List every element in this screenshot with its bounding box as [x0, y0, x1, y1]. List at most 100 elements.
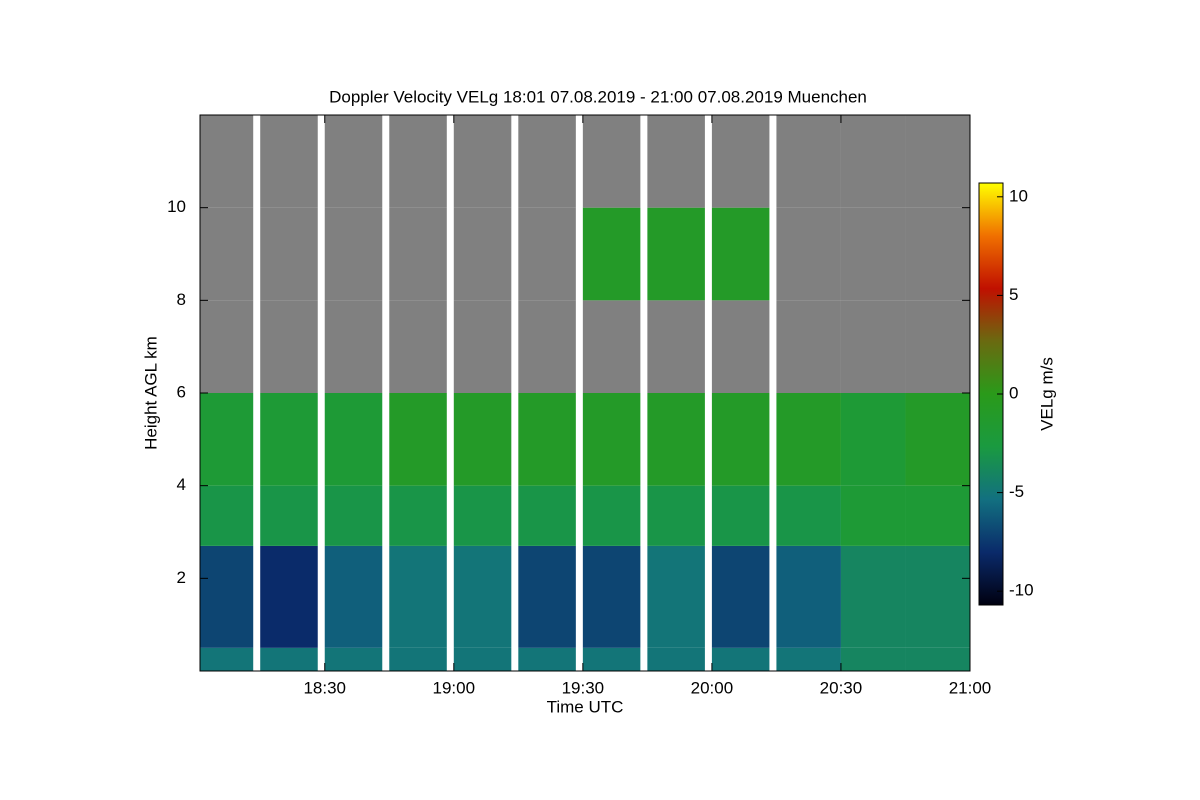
colorbar-tick-label: -10 [1009, 581, 1034, 600]
heatmap-cell [389, 115, 447, 208]
heatmap-cell [776, 115, 841, 208]
heatmap-cell [518, 647, 576, 671]
heatmap-cell [518, 115, 576, 208]
heatmap-cell [324, 647, 383, 671]
heatmap-cell [260, 393, 318, 486]
heatmap-cell [776, 647, 841, 671]
heatmap-cell [453, 485, 512, 546]
x-tick-label: 18:30 [303, 678, 346, 697]
heatmap-cell [840, 485, 906, 546]
heatmap-cell [647, 545, 705, 648]
y-axis-label: Height AGL km [141, 336, 160, 450]
heatmap-cell [389, 300, 447, 393]
heatmap-cell [776, 300, 841, 393]
y-tick-label: 4 [177, 475, 186, 494]
heatmap-cell [582, 300, 641, 393]
heatmap-cell [582, 207, 641, 301]
heatmap-cell [711, 485, 770, 546]
heatmap-cell [776, 545, 841, 648]
y-tick-label: 10 [167, 197, 186, 216]
heatmap-cell [840, 647, 906, 671]
heatmap-cell [453, 545, 512, 648]
heatmap-cell [905, 115, 970, 208]
colorbar-label: VELg m/s [1037, 357, 1056, 431]
heatmap-cell [711, 393, 770, 486]
heatmap-cell [711, 647, 770, 671]
heatmap-cell [518, 485, 576, 546]
heatmap-cell [840, 300, 906, 393]
heatmap-cell [389, 647, 447, 671]
heatmap-cell [389, 207, 447, 301]
colorbar-tick-label: 0 [1009, 383, 1018, 402]
heatmap-cell [776, 485, 841, 546]
heatmap-cell [453, 393, 512, 486]
heatmap-cell [647, 300, 705, 393]
x-tick-label: 19:00 [433, 678, 476, 697]
heatmap-cell [453, 115, 512, 208]
heatmap-cell [518, 207, 576, 301]
heatmap-cell [389, 393, 447, 486]
heatmap-cell [582, 545, 641, 648]
heatmap-cell [905, 647, 970, 671]
heatmap-cell [905, 300, 970, 393]
x-tick-label: 19:30 [562, 678, 605, 697]
heatmap-cell [582, 393, 641, 486]
heatmap-cell [840, 393, 906, 486]
heatmap-cell [200, 207, 254, 301]
heatmap-cell [840, 545, 906, 648]
heatmap-cell [518, 300, 576, 393]
heatmap-cell [200, 485, 254, 546]
y-tick-label: 6 [177, 382, 186, 401]
colorbar-tick-label: -5 [1009, 482, 1024, 501]
y-tick-label: 8 [177, 290, 186, 309]
heatmap-cell [647, 647, 705, 671]
heatmap-cell [324, 485, 383, 546]
heatmap-cell [776, 393, 841, 486]
heatmap-cell [200, 393, 254, 486]
heatmap-cell [260, 545, 318, 648]
heatmap-cell [905, 207, 970, 301]
heatmap-cell [905, 393, 970, 486]
heatmap-cell [647, 207, 705, 301]
heatmap-cell [324, 300, 383, 393]
heatmap-cell [582, 115, 641, 208]
heatmap-cell [324, 207, 383, 301]
heatmap-cell [200, 545, 254, 648]
heatmap-cell [776, 207, 841, 301]
heatmap-cell [647, 393, 705, 486]
heatmap-cell [711, 115, 770, 208]
colorbar-tick-label: 5 [1009, 285, 1018, 304]
heatmap-cell [582, 485, 641, 546]
heatmap-cell [647, 115, 705, 208]
x-tick-label: 20:30 [820, 678, 863, 697]
heatmap-cell [260, 485, 318, 546]
x-axis-label: Time UTC [547, 697, 624, 716]
heatmap-cell [518, 545, 576, 648]
heatmap-cell [324, 115, 383, 208]
heatmap-cell [711, 300, 770, 393]
heatmap-cell [711, 545, 770, 648]
heatmap-cell [260, 300, 318, 393]
heatmap-cell [582, 647, 641, 671]
heatmap-cell [711, 207, 770, 301]
heatmap-cell [260, 647, 318, 671]
heatmap-cell [200, 115, 254, 208]
heatmap-cell [518, 393, 576, 486]
heatmap-cell [260, 207, 318, 301]
colorbar-tick-label: 10 [1009, 186, 1028, 205]
heatmap-cell [840, 207, 906, 301]
heatmap-cell [324, 393, 383, 486]
heatmap-cell [389, 485, 447, 546]
heatmap-cell [647, 485, 705, 546]
heatmap-cell [200, 300, 254, 393]
y-tick-label: 2 [177, 568, 186, 587]
x-tick-label: 20:00 [691, 678, 734, 697]
x-tick-label: 21:00 [949, 678, 992, 697]
heatmap-cell [324, 545, 383, 648]
heatmap-cell [260, 115, 318, 208]
heatmap-cell [200, 647, 254, 671]
heatmap-cell [905, 485, 970, 546]
heatmap-cell [453, 647, 512, 671]
heatmap-cell [905, 545, 970, 648]
